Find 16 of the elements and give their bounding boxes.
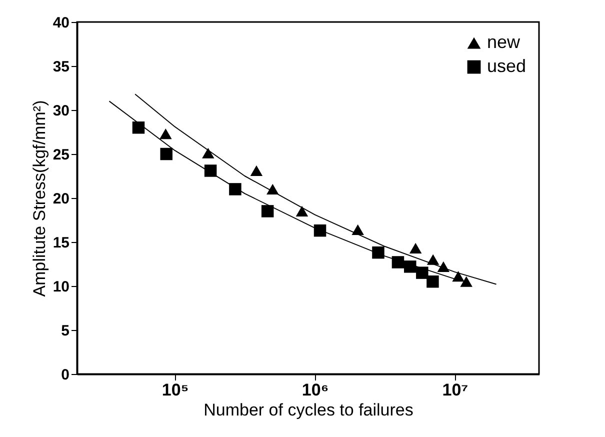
y-tick-label: 20	[52, 190, 70, 208]
y-axis-title: Amplitute Stress(kgf/mm²)	[30, 100, 49, 297]
y-tick-label: 25	[52, 146, 70, 164]
y-tick-label: 40	[52, 14, 70, 32]
y-tick-label: 0	[61, 366, 70, 384]
y-tick-label: 35	[52, 58, 70, 76]
y-tick-label: 10	[52, 278, 70, 296]
y-tick-label: 15	[52, 234, 70, 252]
legend-label: used	[487, 56, 526, 76]
y-tick-label: 5	[61, 322, 70, 340]
x-tick-label: 10⁶	[302, 380, 329, 400]
legend-label: new	[487, 32, 522, 52]
x-tick-label: 10⁵	[162, 380, 189, 400]
y-tick-label: 30	[52, 102, 70, 120]
x-tick-label: 10⁷	[442, 380, 468, 400]
x-axis-title: Number of cycles to failures	[204, 400, 414, 420]
